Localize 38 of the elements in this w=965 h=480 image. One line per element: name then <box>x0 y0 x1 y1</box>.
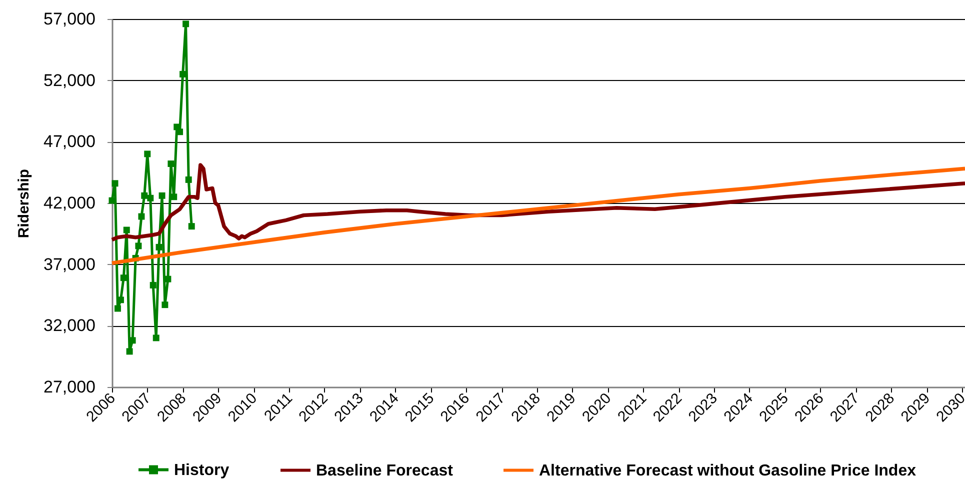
point <box>150 282 156 288</box>
point <box>147 194 154 202</box>
line-series <box>110 163 965 242</box>
point <box>164 276 172 282</box>
point <box>162 302 168 308</box>
point <box>138 213 145 220</box>
y-tick-label: 37,000 <box>44 254 96 274</box>
point <box>114 305 121 312</box>
y-tick-label: 47,000 <box>44 132 96 152</box>
y-tick-label: 52,000 <box>44 70 96 90</box>
point <box>188 223 195 230</box>
legend-label: Baseline Forecast <box>316 462 454 480</box>
point <box>170 194 178 200</box>
y-tick-label: 32,000 <box>44 316 96 336</box>
point <box>126 348 133 355</box>
point <box>180 70 186 78</box>
point <box>120 274 127 282</box>
y-axis-title: Ridership <box>16 168 33 238</box>
legend-label: Alternative Forecast without Gasoline Price Index <box>539 462 916 480</box>
line-series <box>110 166 965 266</box>
point <box>123 226 130 234</box>
point <box>168 160 174 167</box>
point <box>182 20 190 28</box>
point <box>108 197 116 204</box>
legend-label: History <box>174 462 230 479</box>
point <box>112 180 118 187</box>
point <box>129 337 136 344</box>
y-tick-label: 57,000 <box>44 10 96 28</box>
y-tick-label: 27,000 <box>44 378 96 396</box>
point <box>144 150 151 158</box>
point <box>158 192 166 199</box>
point <box>176 128 184 136</box>
point <box>156 244 162 250</box>
point <box>141 192 148 199</box>
point <box>135 242 142 250</box>
y-tick-label: 42,000 <box>44 194 96 212</box>
point <box>185 176 192 183</box>
point <box>152 334 160 342</box>
